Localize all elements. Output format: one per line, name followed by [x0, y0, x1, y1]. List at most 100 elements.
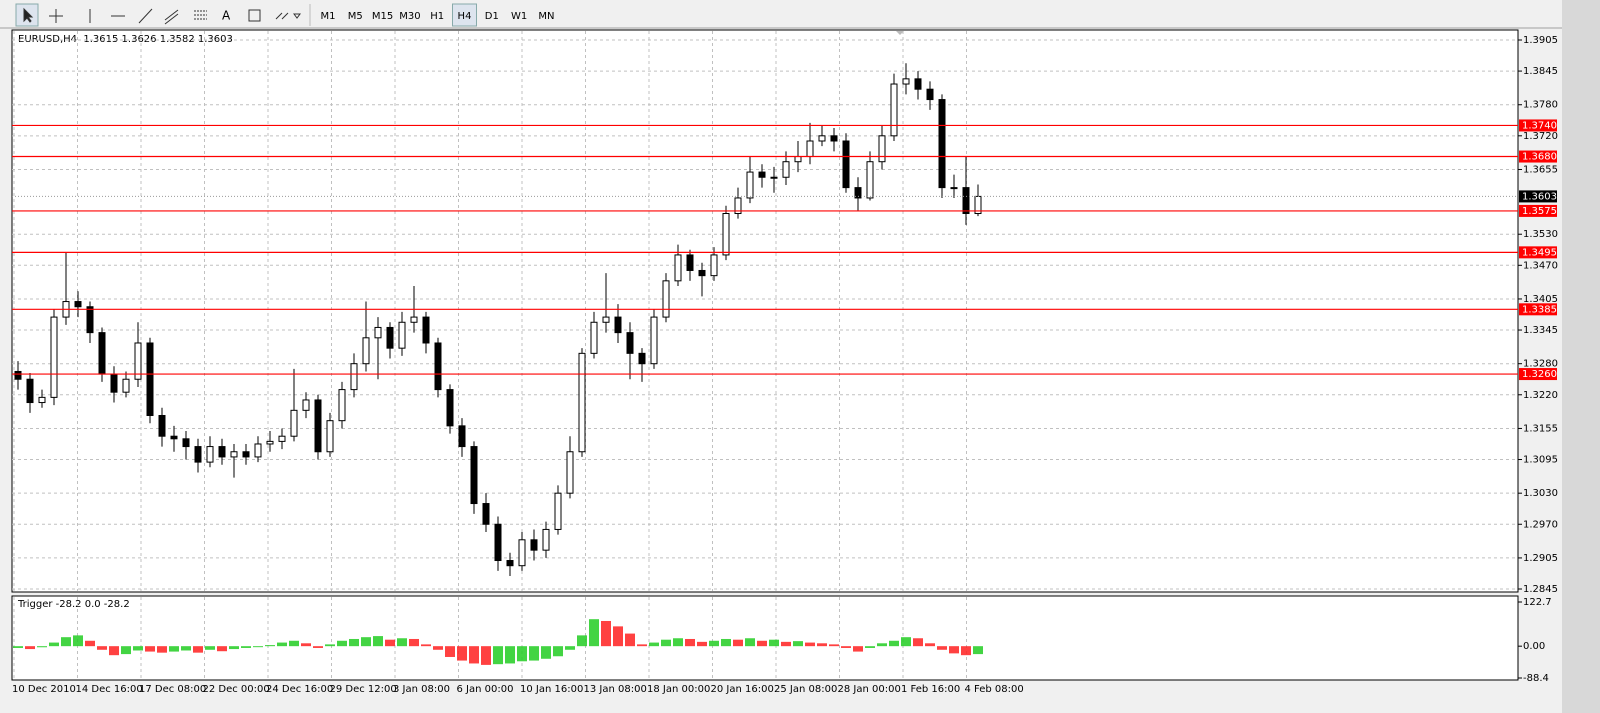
candle-body — [194, 446, 202, 463]
y-tick-label: 1.2845 — [1523, 584, 1558, 595]
level-label-box — [1519, 246, 1557, 259]
candle-body — [566, 451, 574, 494]
timeframe-button[interactable]: M30 — [399, 11, 420, 22]
histogram-bar — [805, 642, 815, 647]
histogram-bar — [685, 638, 695, 647]
histogram-bar — [829, 644, 839, 647]
histogram-bar — [373, 636, 383, 647]
timeframe-button[interactable]: M15 — [372, 11, 393, 22]
candle-body — [650, 316, 658, 365]
histogram-bar — [757, 640, 767, 647]
y-tick-label: 1.3405 — [1523, 294, 1558, 305]
candle-body — [746, 171, 754, 199]
main-chart-area — [11, 29, 1519, 593]
candle-body — [434, 342, 442, 391]
candle-body — [806, 140, 814, 158]
histogram-bar — [49, 642, 59, 647]
drawing-tools: A — [15, 3, 311, 27]
histogram-bar — [433, 646, 443, 650]
crosshair-tool[interactable] — [49, 9, 63, 23]
x-tick-label: 10 Jan 16:00 — [520, 684, 583, 695]
candle-body — [74, 301, 82, 308]
x-tick-label: 28 Jan 00:00 — [838, 684, 901, 695]
text-tool[interactable]: A — [222, 9, 231, 23]
timeframe-button[interactable]: D1 — [485, 11, 499, 22]
histogram-bar — [577, 635, 587, 647]
x-tick-label: 25 Jan 08:00 — [774, 684, 837, 695]
y-tick-label: 1.3530 — [1523, 229, 1558, 240]
histogram-bar — [13, 646, 23, 648]
timeframe-button[interactable]: H1 — [430, 11, 444, 22]
indicator-y-tick-label: 122.7 — [1523, 597, 1552, 608]
trendline-tool[interactable] — [138, 8, 153, 24]
arrows-tool[interactable] — [275, 12, 301, 20]
histogram-bar — [901, 637, 911, 647]
histogram-bar — [181, 646, 191, 651]
histogram-bar — [601, 620, 611, 647]
candle-body — [134, 342, 142, 380]
y-tick-label: 1.3155 — [1523, 423, 1558, 434]
histogram-bar — [25, 646, 35, 650]
candle-body — [506, 560, 514, 567]
y-tick-label: 1.3905 — [1523, 35, 1558, 46]
toolbar — [0, 0, 1600, 28]
level-label: 1.3495 — [1522, 247, 1557, 258]
candle-body — [878, 135, 886, 163]
histogram-bar — [841, 646, 851, 648]
candle-body — [734, 197, 742, 215]
timeframe-button[interactable]: M5 — [348, 11, 363, 22]
timeframe-active — [452, 3, 477, 27]
histogram-bar — [505, 646, 515, 664]
candle-body — [962, 187, 970, 215]
level-label-box — [1519, 119, 1557, 132]
histogram-bar — [529, 646, 539, 661]
timeframe-button[interactable]: M1 — [321, 11, 336, 22]
timeframe-button[interactable]: W1 — [511, 11, 527, 22]
candle-body — [710, 254, 718, 277]
candle-body — [830, 135, 838, 142]
timeframe-button[interactable]: MN — [538, 11, 554, 22]
candle-body — [482, 503, 490, 525]
level-label-box — [1519, 150, 1557, 163]
channel-tool[interactable] — [164, 9, 179, 25]
candle-body — [842, 140, 850, 189]
candle-body — [782, 161, 790, 178]
histogram-bar — [457, 646, 467, 661]
timeframe-button[interactable]: H4 — [458, 11, 472, 22]
x-tick-label: 29 Dec 12:00 — [330, 684, 397, 695]
histogram-bar — [217, 646, 227, 652]
candle-body — [98, 332, 106, 375]
candle-body — [662, 280, 670, 318]
candle-body — [254, 443, 262, 458]
candle-body — [518, 539, 526, 567]
histogram-bar — [817, 643, 827, 647]
histogram-bar — [97, 646, 107, 650]
level-label: 1.3740 — [1522, 120, 1557, 131]
candle-body — [854, 187, 862, 199]
level-label-box — [1519, 204, 1557, 217]
histogram-bar — [121, 646, 131, 655]
histogram-bar — [949, 646, 959, 654]
candle-body — [14, 370, 22, 380]
candle-body — [302, 399, 310, 411]
histogram-bar — [625, 633, 635, 647]
histogram-bar — [877, 643, 887, 647]
y-tick-label: 1.3845 — [1523, 66, 1558, 77]
candle-body — [638, 352, 646, 365]
y-tick-label: 1.3345 — [1523, 325, 1558, 336]
label-tool[interactable] — [248, 9, 261, 22]
candle-body — [110, 373, 118, 393]
histogram-bar — [781, 641, 791, 647]
candle-body — [158, 414, 166, 437]
y-tick-label: 1.2905 — [1523, 553, 1558, 564]
histogram-bar — [241, 646, 251, 648]
histogram-bar — [865, 646, 875, 648]
candle-body — [914, 78, 922, 90]
chart-title: EURUSD,H4 1.3615 1.3626 1.3582 1.3603 — [18, 34, 233, 45]
candle-body — [278, 435, 286, 442]
fibo-tool[interactable] — [194, 10, 207, 20]
histogram-bar — [913, 638, 923, 647]
candle-body — [470, 446, 478, 505]
candle-body — [350, 363, 358, 391]
